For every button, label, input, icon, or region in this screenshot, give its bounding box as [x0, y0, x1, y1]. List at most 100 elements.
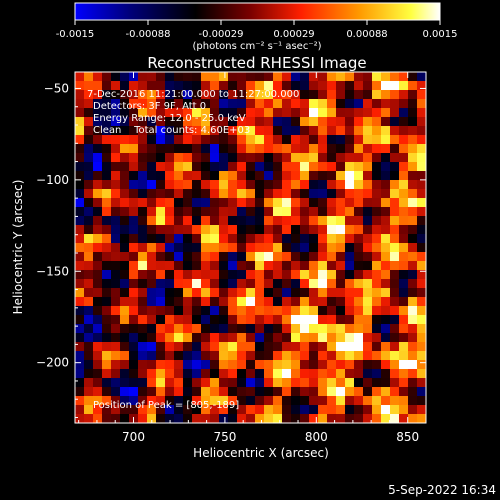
heatmap-cell	[120, 117, 130, 127]
heatmap-cell	[93, 198, 103, 208]
heatmap-cell	[120, 270, 130, 280]
heatmap-cell	[210, 99, 220, 109]
heatmap-cell	[345, 144, 355, 154]
heatmap-cell	[291, 99, 301, 109]
heatmap-cell	[165, 189, 175, 199]
heatmap-cell	[210, 261, 220, 271]
heatmap-cell	[147, 90, 157, 100]
heatmap-cell	[201, 333, 211, 343]
heatmap-cell	[219, 117, 229, 127]
heatmap-cell	[201, 90, 211, 100]
heatmap-cell	[363, 144, 373, 154]
heatmap-cell	[201, 126, 211, 136]
heatmap-cell	[102, 135, 112, 145]
heatmap-cell	[156, 333, 166, 343]
heatmap-cell	[399, 234, 409, 244]
heatmap-cell	[120, 126, 130, 136]
heatmap-cell	[147, 180, 157, 190]
heatmap-cell	[111, 378, 121, 388]
heatmap-cell	[309, 396, 319, 406]
heatmap-cell	[336, 342, 346, 352]
heatmap-cell	[75, 288, 85, 298]
heatmap-cell	[417, 72, 426, 82]
colorbar-tick-label: 0.0015	[423, 29, 458, 40]
heatmap-cell	[327, 234, 337, 244]
heatmap-cell	[318, 234, 328, 244]
heatmap-cell	[93, 360, 103, 370]
heatmap-cell	[174, 225, 184, 235]
heatmap-cell	[129, 315, 139, 325]
heatmap-cell	[183, 405, 193, 415]
heatmap-cell	[399, 261, 409, 271]
heatmap-cell	[183, 189, 193, 199]
heatmap-cell	[237, 135, 247, 145]
heatmap-cell	[390, 99, 400, 109]
heatmap-cell	[417, 162, 426, 172]
heatmap-cell	[309, 405, 319, 415]
heatmap-cell	[156, 153, 166, 163]
heatmap-cell	[309, 144, 319, 154]
heatmap-cell	[84, 351, 94, 361]
heatmap-cell	[120, 342, 130, 352]
heatmap-cell	[219, 315, 229, 325]
heatmap-cell	[129, 99, 139, 109]
heatmap-cell	[93, 297, 103, 307]
heatmap-cell	[417, 387, 426, 397]
heatmap-cell	[408, 360, 418, 370]
heatmap-cell	[111, 369, 121, 379]
heatmap-cell	[390, 297, 400, 307]
heatmap-cell	[336, 225, 346, 235]
heatmap-cell	[381, 405, 391, 415]
heatmap-cell	[120, 99, 130, 109]
heatmap-cell	[129, 351, 139, 361]
heatmap-cell	[282, 261, 292, 271]
heatmap-cell	[291, 378, 301, 388]
heatmap-cell	[255, 207, 265, 217]
heatmap-cell	[273, 369, 283, 379]
heatmap-cell	[237, 162, 247, 172]
heatmap-cell	[372, 162, 382, 172]
heatmap-cell	[273, 189, 283, 199]
heatmap-cell	[264, 279, 274, 289]
heatmap-cell	[201, 351, 211, 361]
heatmap-cell	[246, 243, 256, 253]
heatmap-cell	[111, 189, 121, 199]
heatmap-cell	[75, 405, 85, 415]
heatmap-cell	[237, 369, 247, 379]
heatmap-cell	[147, 405, 157, 415]
heatmap-cell	[219, 153, 229, 163]
heatmap-cell	[120, 279, 130, 289]
heatmap-cell	[192, 324, 202, 334]
heatmap-cell	[264, 288, 274, 298]
heatmap-cell	[156, 405, 166, 415]
heatmap-cell	[129, 324, 139, 334]
heatmap-cell	[138, 162, 148, 172]
heatmap-cell	[228, 351, 238, 361]
heatmap-cell	[111, 414, 121, 423]
heatmap-cell	[408, 315, 418, 325]
heatmap-cell	[111, 342, 121, 352]
heatmap-cell	[291, 369, 301, 379]
heatmap-cell	[174, 279, 184, 289]
heatmap-cell	[237, 360, 247, 370]
heatmap-cell	[228, 153, 238, 163]
heatmap-cell	[354, 297, 364, 307]
heatmap-cell	[345, 99, 355, 109]
heatmap-cell	[372, 207, 382, 217]
heatmap-cell	[210, 126, 220, 136]
heatmap-cell	[363, 135, 373, 145]
heatmap-cell	[75, 108, 85, 118]
heatmap-cell	[345, 207, 355, 217]
heatmap-cell	[372, 351, 382, 361]
heatmap-cell	[327, 144, 337, 154]
heatmap-cell	[291, 279, 301, 289]
heatmap-cell	[363, 126, 373, 136]
heatmap-cell	[111, 225, 121, 235]
heatmap-cell	[372, 396, 382, 406]
heatmap-cell	[102, 225, 112, 235]
heatmap-cell	[192, 189, 202, 199]
heatmap-cell	[75, 252, 85, 262]
heatmap-cell	[246, 324, 256, 334]
heatmap-cell	[273, 126, 283, 136]
heatmap-cell	[399, 333, 409, 343]
